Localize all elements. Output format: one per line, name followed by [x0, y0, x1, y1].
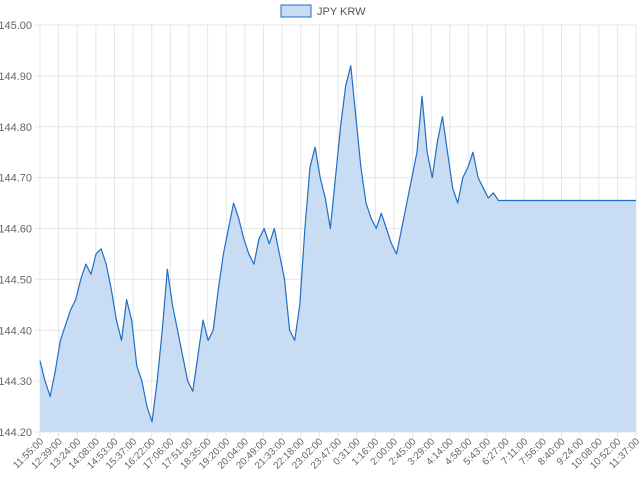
y-tick-label: 144.30	[0, 376, 32, 388]
y-tick-label: 144.80	[0, 122, 32, 134]
y-tick-label: 144.60	[0, 224, 32, 236]
legend[interactable]: JPY KRW	[280, 4, 366, 18]
y-tick-label: 144.50	[0, 274, 32, 286]
y-tick-label: 144.70	[0, 173, 32, 185]
legend-label[interactable]: JPY KRW	[317, 6, 366, 18]
series-area-jpy-krw	[40, 65, 636, 432]
y-tick-label: 145.00	[0, 20, 32, 32]
series-layer	[39, 65, 636, 432]
y-tick-label: 144.90	[0, 71, 32, 83]
series-line-jpy-krw	[39, 65, 636, 423]
legend-swatch[interactable]	[280, 4, 312, 18]
y-tick-label: 144.40	[0, 325, 32, 337]
y-tick-label: 144.20	[0, 427, 32, 439]
